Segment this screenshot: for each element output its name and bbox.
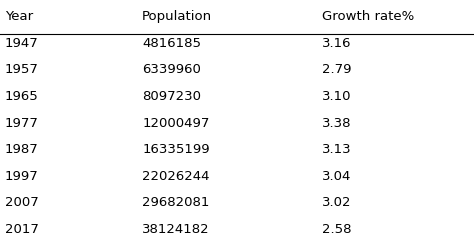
- Text: 4816185: 4816185: [142, 37, 201, 50]
- Text: 22026244: 22026244: [142, 170, 210, 183]
- Text: 3.16: 3.16: [322, 37, 352, 50]
- Text: 1977: 1977: [5, 117, 38, 129]
- Text: 2017: 2017: [5, 223, 38, 236]
- Text: 12000497: 12000497: [142, 117, 210, 129]
- Text: 1997: 1997: [5, 170, 38, 183]
- Text: 1957: 1957: [5, 63, 38, 76]
- Text: 1947: 1947: [5, 37, 38, 50]
- Text: 2.58: 2.58: [322, 223, 352, 236]
- Text: Population: Population: [142, 10, 212, 23]
- Text: 3.04: 3.04: [322, 170, 352, 183]
- Text: 2007: 2007: [5, 196, 38, 209]
- Text: 8097230: 8097230: [142, 90, 201, 103]
- Text: 1987: 1987: [5, 143, 38, 156]
- Text: 3.13: 3.13: [322, 143, 352, 156]
- Text: 6339960: 6339960: [142, 63, 201, 76]
- Text: 16335199: 16335199: [142, 143, 210, 156]
- Text: Growth rate%: Growth rate%: [322, 10, 415, 23]
- Text: Year: Year: [5, 10, 33, 23]
- Text: 3.38: 3.38: [322, 117, 352, 129]
- Text: 38124182: 38124182: [142, 223, 210, 236]
- Text: 3.02: 3.02: [322, 196, 352, 209]
- Text: 3.10: 3.10: [322, 90, 352, 103]
- Text: 1965: 1965: [5, 90, 38, 103]
- Text: 2.79: 2.79: [322, 63, 352, 76]
- Text: 29682081: 29682081: [142, 196, 210, 209]
